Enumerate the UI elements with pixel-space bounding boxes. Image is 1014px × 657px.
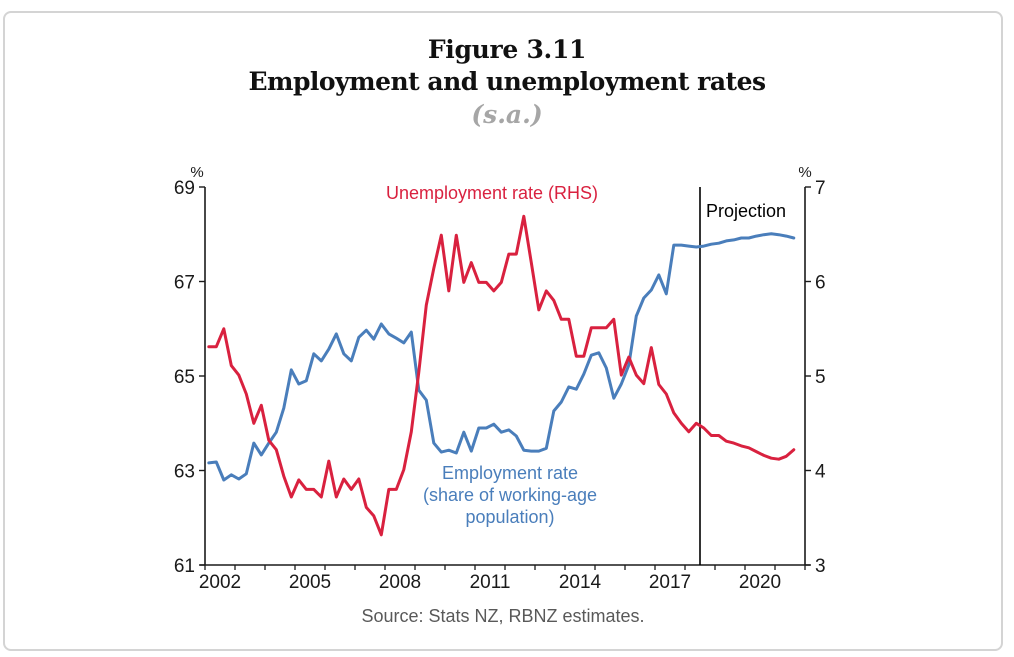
x-axis-tick-label: 2002 [199, 572, 241, 593]
employment-rate-line [207, 232, 796, 482]
series-lines [207, 214, 796, 537]
x-axis-tick-label: 2005 [289, 572, 331, 593]
x-axis-tick-label: 2008 [379, 572, 421, 593]
figure-title: Employment and unemployment rates [248, 67, 766, 96]
right-axis-tick-label: 6 [815, 273, 826, 294]
right-axis-unit: % [798, 164, 811, 181]
source-note: Source: Stats NZ, RBNZ estimates. [361, 606, 645, 626]
x-axis-tick-label: 2020 [739, 572, 781, 593]
left-axis-tick-label: 61 [174, 556, 195, 577]
employment-series-label: population) [465, 507, 554, 527]
figure-subtitle: (s.a.) [471, 100, 543, 129]
left-axis-tick-label: 67 [174, 273, 195, 294]
right-axis-tick-label: 3 [815, 556, 826, 577]
figure-frame [3, 11, 1003, 651]
figure-number: Figure 3.11 [427, 35, 587, 64]
employment-series-label: (share of working-age [423, 485, 597, 505]
employment-series-label: Employment rate [442, 463, 578, 483]
left-axis-unit: % [190, 164, 203, 181]
chart-annotations: Projection Unemployment rate (RHS) Employm… [386, 183, 786, 527]
left-axis-tick-label: 69 [174, 178, 195, 199]
projection-label: Projection [706, 201, 786, 221]
left-axis-tick-label: 65 [174, 367, 195, 388]
right-axis-tick-label: 4 [815, 462, 826, 483]
x-axis-tick-label: 2014 [559, 572, 602, 593]
right-axis-tick-label: 7 [815, 178, 826, 199]
x-axis-tick-label: 2017 [649, 572, 691, 593]
unemployment-series-label: Unemployment rate (RHS) [386, 183, 598, 203]
x-axis-tick-label: 2011 [470, 572, 511, 593]
right-axis-tick-label: 5 [815, 367, 826, 388]
left-axis-tick-label: 63 [174, 462, 195, 483]
